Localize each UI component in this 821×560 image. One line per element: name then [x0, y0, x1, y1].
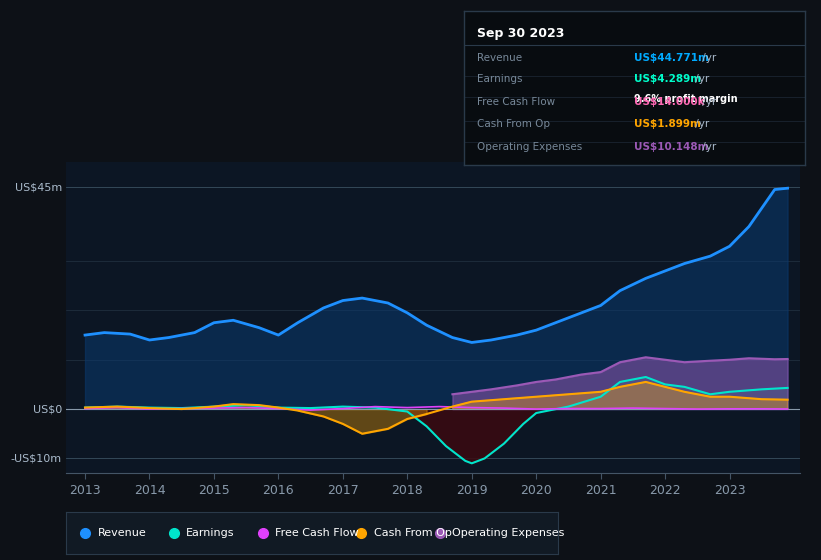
- Text: Revenue: Revenue: [98, 529, 146, 538]
- Text: /yr: /yr: [692, 74, 709, 85]
- Text: -US$10m: -US$10m: [11, 454, 62, 464]
- Text: Revenue: Revenue: [478, 53, 523, 63]
- Text: US$4.289m: US$4.289m: [635, 74, 701, 85]
- Text: 9.6% profit margin: 9.6% profit margin: [635, 95, 738, 104]
- Text: Earnings: Earnings: [186, 529, 235, 538]
- Text: US$0: US$0: [33, 404, 62, 414]
- Text: Free Cash Flow: Free Cash Flow: [478, 97, 556, 108]
- Text: US$44.771m: US$44.771m: [635, 53, 709, 63]
- Text: /yr: /yr: [699, 142, 716, 152]
- Text: US$45m: US$45m: [15, 182, 62, 192]
- Text: /yr: /yr: [699, 53, 716, 63]
- Text: Cash From Op: Cash From Op: [478, 119, 551, 129]
- Text: /yr: /yr: [699, 97, 716, 108]
- Text: US$10.148m: US$10.148m: [635, 142, 709, 152]
- Text: Cash From Op: Cash From Op: [374, 529, 452, 538]
- Text: Operating Expenses: Operating Expenses: [478, 142, 583, 152]
- Text: US$14.000k: US$14.000k: [635, 97, 705, 108]
- Text: /yr: /yr: [692, 119, 709, 129]
- Text: Operating Expenses: Operating Expenses: [452, 529, 565, 538]
- Text: Earnings: Earnings: [478, 74, 523, 85]
- Text: Free Cash Flow: Free Cash Flow: [275, 529, 359, 538]
- Text: Sep 30 2023: Sep 30 2023: [478, 27, 565, 40]
- Text: US$1.899m: US$1.899m: [635, 119, 701, 129]
